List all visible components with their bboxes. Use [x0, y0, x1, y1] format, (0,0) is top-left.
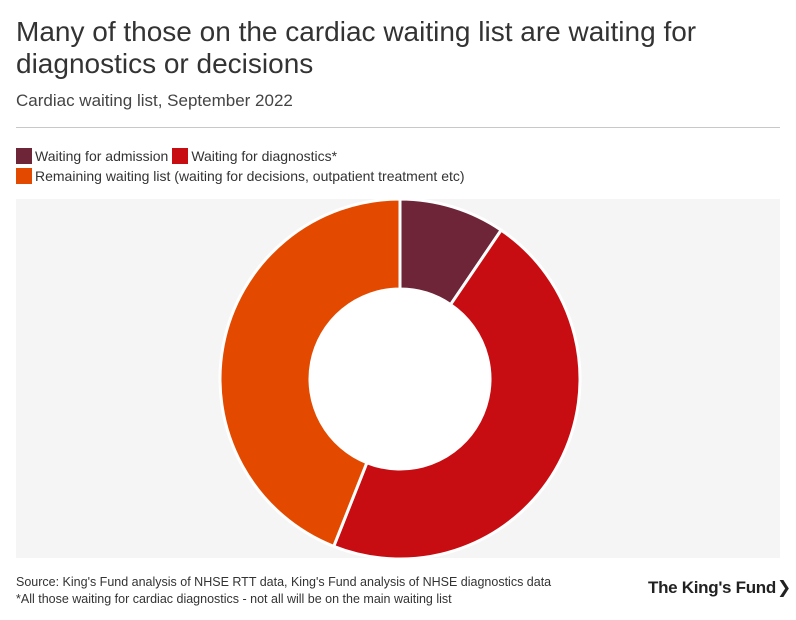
slice-waiting-for-diagnostics[interactable] — [332, 228, 582, 558]
legend-label-admission: Waiting for admission — [35, 148, 169, 164]
chart-subtitle: Cardiac waiting list, September 2022 — [16, 91, 293, 110]
legend-swatch-diagnostics — [172, 148, 189, 164]
diagnostics-footnote: *All those waiting for cardiac diagnosti… — [16, 592, 452, 606]
legend-swatch-remaining — [16, 168, 32, 184]
legend-row-2: Remaining waiting list (waiting for deci… — [16, 166, 780, 186]
legend-item-diagnostics[interactable]: Waiting for diagnostics* — [172, 146, 337, 166]
logo-text: The King's Fund — [648, 578, 776, 597]
slice-remaining-waiting-list[interactable] — [218, 199, 402, 548]
legend-item-admission[interactable]: Waiting for admission — [16, 146, 168, 166]
chevron-right-icon: ❯ — [776, 578, 791, 597]
donut-chart — [218, 199, 582, 558]
chart-plot-area — [16, 199, 780, 558]
chart-legend: Waiting for admission Waiting for diagno… — [16, 146, 780, 186]
chart-footer: Source: King's Fund analysis of NHSE RTT… — [16, 574, 636, 608]
legend-swatch-admission — [16, 148, 32, 164]
header-divider — [16, 127, 780, 128]
legend-row-1: Waiting for admission Waiting for diagno… — [16, 146, 780, 166]
legend-item-remaining[interactable]: Remaining waiting list (waiting for deci… — [16, 166, 465, 186]
kings-fund-logo[interactable]: The King's Fund❯ — [648, 578, 791, 598]
legend-label-remaining: Remaining waiting list (waiting for deci… — [35, 168, 465, 184]
donut-hole — [311, 290, 489, 468]
source-note: Source: King's Fund analysis of NHSE RTT… — [16, 575, 552, 589]
chart-title: Many of those on the cardiac waiting lis… — [16, 16, 697, 79]
legend-label-diagnostics: Waiting for diagnostics* — [191, 148, 338, 164]
